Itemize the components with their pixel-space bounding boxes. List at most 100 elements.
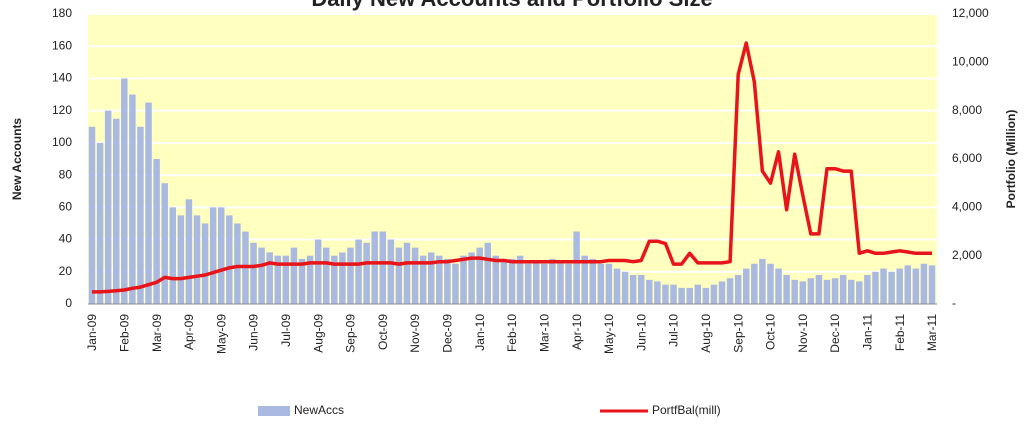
x-tick-label: Oct-09 — [376, 314, 390, 350]
bar — [177, 215, 185, 304]
x-tick-label: Sep-09 — [344, 314, 358, 353]
bar — [331, 255, 338, 304]
bar — [104, 110, 112, 305]
y2-tick-label: 10,000 — [952, 55, 989, 69]
y-tick-label: 80 — [59, 167, 73, 181]
bar — [137, 126, 144, 305]
bar — [379, 231, 386, 304]
x-tick-label: Jan-09 — [85, 314, 99, 351]
bar — [452, 263, 459, 304]
y-tick-label: 120 — [52, 103, 72, 117]
bar — [670, 284, 677, 304]
x-tick-label: Feb-11 — [893, 314, 907, 351]
bar — [428, 252, 435, 304]
bar — [387, 239, 395, 304]
bar — [298, 258, 306, 304]
legend-label: PortfBal(mill) — [652, 403, 721, 417]
bar — [274, 255, 281, 304]
x-tick-label: Apr-10 — [570, 314, 584, 350]
bar — [912, 268, 920, 304]
y2-tick-label: 4,000 — [952, 200, 982, 214]
bar — [323, 247, 330, 304]
bar — [185, 199, 193, 304]
bar — [460, 255, 467, 304]
bar — [363, 242, 370, 304]
bar — [880, 268, 887, 304]
y2-tick-label: 12,000 — [952, 6, 989, 20]
bar — [646, 279, 653, 304]
bar — [153, 159, 160, 304]
bar — [726, 278, 734, 304]
x-tick-label: Aug-09 — [311, 314, 325, 353]
bar — [654, 281, 661, 304]
bar — [250, 242, 257, 304]
bar — [549, 258, 556, 304]
bar — [589, 258, 596, 304]
bar — [621, 271, 629, 304]
bar — [533, 262, 540, 304]
y-tick-label: 140 — [52, 71, 72, 85]
bar — [629, 275, 637, 304]
x-tick-label: Oct-10 — [764, 314, 778, 350]
bar — [500, 258, 508, 304]
bar — [686, 287, 693, 304]
bar — [613, 268, 621, 304]
y-tick-label: 160 — [52, 38, 72, 52]
x-tick-label: Mar-09 — [150, 314, 164, 352]
bar — [161, 183, 168, 304]
bar — [807, 278, 815, 304]
bar — [347, 247, 354, 304]
bar — [234, 223, 241, 304]
bar — [411, 247, 419, 304]
bar — [516, 255, 524, 304]
bar — [823, 279, 831, 304]
bar — [815, 275, 823, 304]
x-tick-label: Feb-10 — [505, 314, 519, 352]
bar — [605, 263, 613, 304]
bar — [597, 263, 605, 304]
bar — [904, 265, 911, 304]
bar — [209, 207, 217, 304]
bar — [541, 263, 548, 304]
x-tick-label: Apr-09 — [182, 314, 196, 350]
y2-tick-label: - — [952, 296, 956, 310]
y2-tick-label: 8,000 — [952, 103, 982, 117]
bar — [638, 275, 645, 304]
bar — [371, 231, 378, 304]
bar — [436, 255, 443, 304]
bar — [928, 265, 936, 304]
bar — [193, 215, 201, 304]
bar — [581, 255, 588, 304]
bar — [339, 252, 346, 304]
x-tick-label: Jun-10 — [634, 314, 648, 351]
bar — [718, 281, 726, 304]
x-tick-label: Mar-11 — [925, 314, 939, 351]
bar — [444, 258, 451, 304]
y-tick-label: 100 — [52, 135, 72, 149]
x-tick-label: Jan-10 — [473, 314, 487, 351]
bar — [129, 94, 136, 304]
bar — [743, 268, 750, 304]
bar — [872, 271, 879, 304]
bar — [799, 281, 806, 304]
bar — [734, 275, 742, 304]
x-tick-label: Jul-09 — [279, 314, 293, 347]
bar — [314, 239, 322, 304]
bar — [839, 275, 847, 304]
bar — [218, 207, 225, 304]
bar — [226, 215, 233, 304]
x-tick-label: Feb-09 — [117, 314, 131, 352]
bar — [282, 255, 290, 304]
y2-tick-label: 2,000 — [952, 248, 982, 262]
bar — [896, 268, 903, 304]
bar — [864, 275, 871, 304]
bar — [573, 231, 580, 304]
bar — [266, 252, 273, 304]
bar — [694, 284, 701, 304]
bar — [145, 102, 152, 304]
legend-swatch — [258, 406, 290, 416]
bar — [783, 275, 790, 304]
bar — [508, 258, 516, 304]
bar — [88, 126, 96, 305]
